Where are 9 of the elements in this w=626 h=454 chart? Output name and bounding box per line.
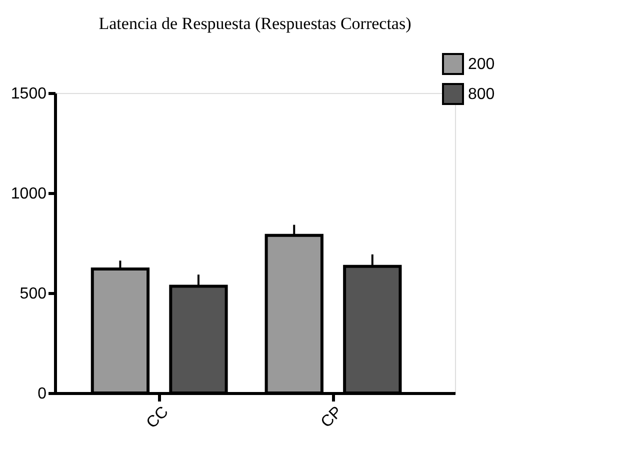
chart-title: Latencia de Respuesta (Respuestas Correctas) bbox=[98, 14, 412, 33]
x-tick-label: CC bbox=[144, 404, 172, 432]
legend-label: 800 bbox=[468, 86, 495, 103]
x-tick-label: CP bbox=[318, 404, 346, 432]
legend-label: 200 bbox=[468, 56, 495, 73]
y-tick-label: 1500 bbox=[10, 86, 47, 102]
y-tick-label: 500 bbox=[20, 286, 47, 302]
y-tick-label: 0 bbox=[38, 386, 47, 402]
y-tick-label: 1000 bbox=[10, 186, 47, 202]
